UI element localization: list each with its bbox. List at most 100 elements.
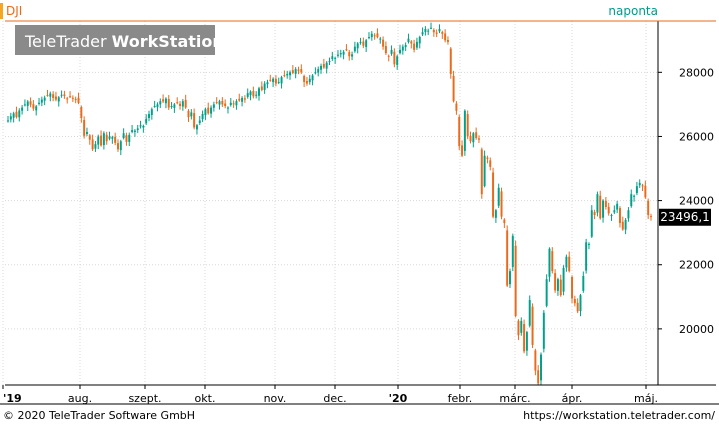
candle-body (274, 78, 277, 84)
candle-body (303, 75, 306, 82)
candle-body (461, 145, 464, 156)
candle-body (246, 93, 249, 97)
candle-body (119, 141, 122, 151)
candle-body (596, 194, 599, 213)
candle-body (131, 130, 134, 132)
candle-body (71, 97, 74, 99)
x-tick-label: '20 (389, 392, 408, 405)
candle-body (150, 109, 153, 115)
candle-body (32, 104, 35, 109)
candle-body (452, 75, 455, 102)
candle-body (599, 195, 602, 219)
candle-body (229, 102, 232, 106)
candle-body (446, 39, 449, 42)
candle-body (602, 200, 605, 218)
candle-body (339, 53, 342, 55)
interval-label: naponta (608, 4, 658, 18)
candle-body (97, 136, 100, 145)
candle-body (57, 97, 60, 102)
candle-body (399, 49, 401, 54)
candle-body (277, 81, 280, 83)
candle-body (523, 324, 526, 352)
candle-body (562, 267, 565, 292)
candle-body (269, 79, 272, 81)
plot-frame (0, 20, 719, 405)
candle-body (537, 370, 540, 384)
candle-body (232, 103, 235, 105)
candle-body (263, 83, 266, 90)
candle-body (376, 33, 379, 38)
candle-body (573, 299, 576, 304)
source-url[interactable]: https://workstation.teletrader.com/ (523, 409, 715, 422)
candle-body (193, 113, 196, 128)
candle-body (85, 131, 88, 134)
candle-body (80, 107, 83, 118)
candle-body (370, 33, 373, 38)
candle-body (300, 69, 303, 73)
candle-body (415, 41, 418, 48)
candle-body (424, 29, 427, 33)
candle-body (176, 102, 179, 104)
x-tick-label: szept. (128, 392, 161, 405)
candle-body (83, 120, 86, 136)
y-tick-label: 28000 (679, 66, 714, 79)
candle-body (252, 90, 255, 97)
candle-body (627, 210, 630, 219)
candle-body (74, 99, 77, 101)
candle-body (384, 46, 387, 54)
candle-body (644, 185, 647, 198)
candle-body (114, 136, 117, 143)
candle-body (291, 70, 294, 73)
candle-body (548, 248, 551, 277)
candle-body (60, 94, 63, 96)
candle-body (579, 295, 582, 312)
candle-body (187, 110, 190, 118)
candle-body (128, 134, 131, 142)
candle-body (221, 100, 224, 105)
candle-body (407, 38, 410, 43)
candle-body (621, 221, 624, 230)
candle-body (618, 208, 621, 224)
candle-body (472, 133, 475, 143)
candle-body (91, 139, 94, 150)
y-tick-label: 24000 (679, 195, 714, 208)
candle-body (308, 78, 311, 83)
candle-body (111, 137, 114, 139)
candle-body (585, 242, 588, 271)
candle-body (133, 130, 136, 132)
candle-body (100, 135, 103, 146)
candle-body (23, 104, 26, 106)
candle-body (528, 300, 531, 326)
candle-body (7, 120, 9, 122)
candle-body (435, 32, 438, 34)
candle-body (500, 191, 503, 217)
watermark-text: TeleTrader WorkStation (24, 32, 224, 51)
y-tick-label: 22000 (679, 259, 714, 272)
candle-body (38, 102, 41, 104)
candle-body (179, 103, 182, 106)
candle-body (108, 136, 111, 139)
x-tick-label: nov. (264, 392, 287, 405)
candle-body (190, 112, 193, 117)
candle-body (430, 27, 433, 29)
candle-body (455, 103, 458, 111)
candle-body (142, 125, 145, 128)
candle-body (351, 54, 354, 57)
candle-body (576, 302, 579, 312)
last-price-marker: 23496,1 (659, 208, 711, 226)
candle-body (542, 312, 545, 349)
candle-body (604, 200, 607, 208)
candle-body (469, 135, 472, 142)
candle-body (224, 103, 227, 106)
candle-body (633, 195, 636, 197)
candle-body (35, 106, 38, 111)
candle-body (630, 194, 633, 207)
copyright-text: © 2020 TeleTrader Software GmbH (3, 409, 196, 422)
candle-body (46, 95, 49, 97)
candle-body (226, 107, 229, 109)
candle-body (136, 128, 139, 131)
candle-body (195, 125, 198, 130)
candle-body (638, 182, 641, 186)
candle-body (396, 56, 399, 65)
